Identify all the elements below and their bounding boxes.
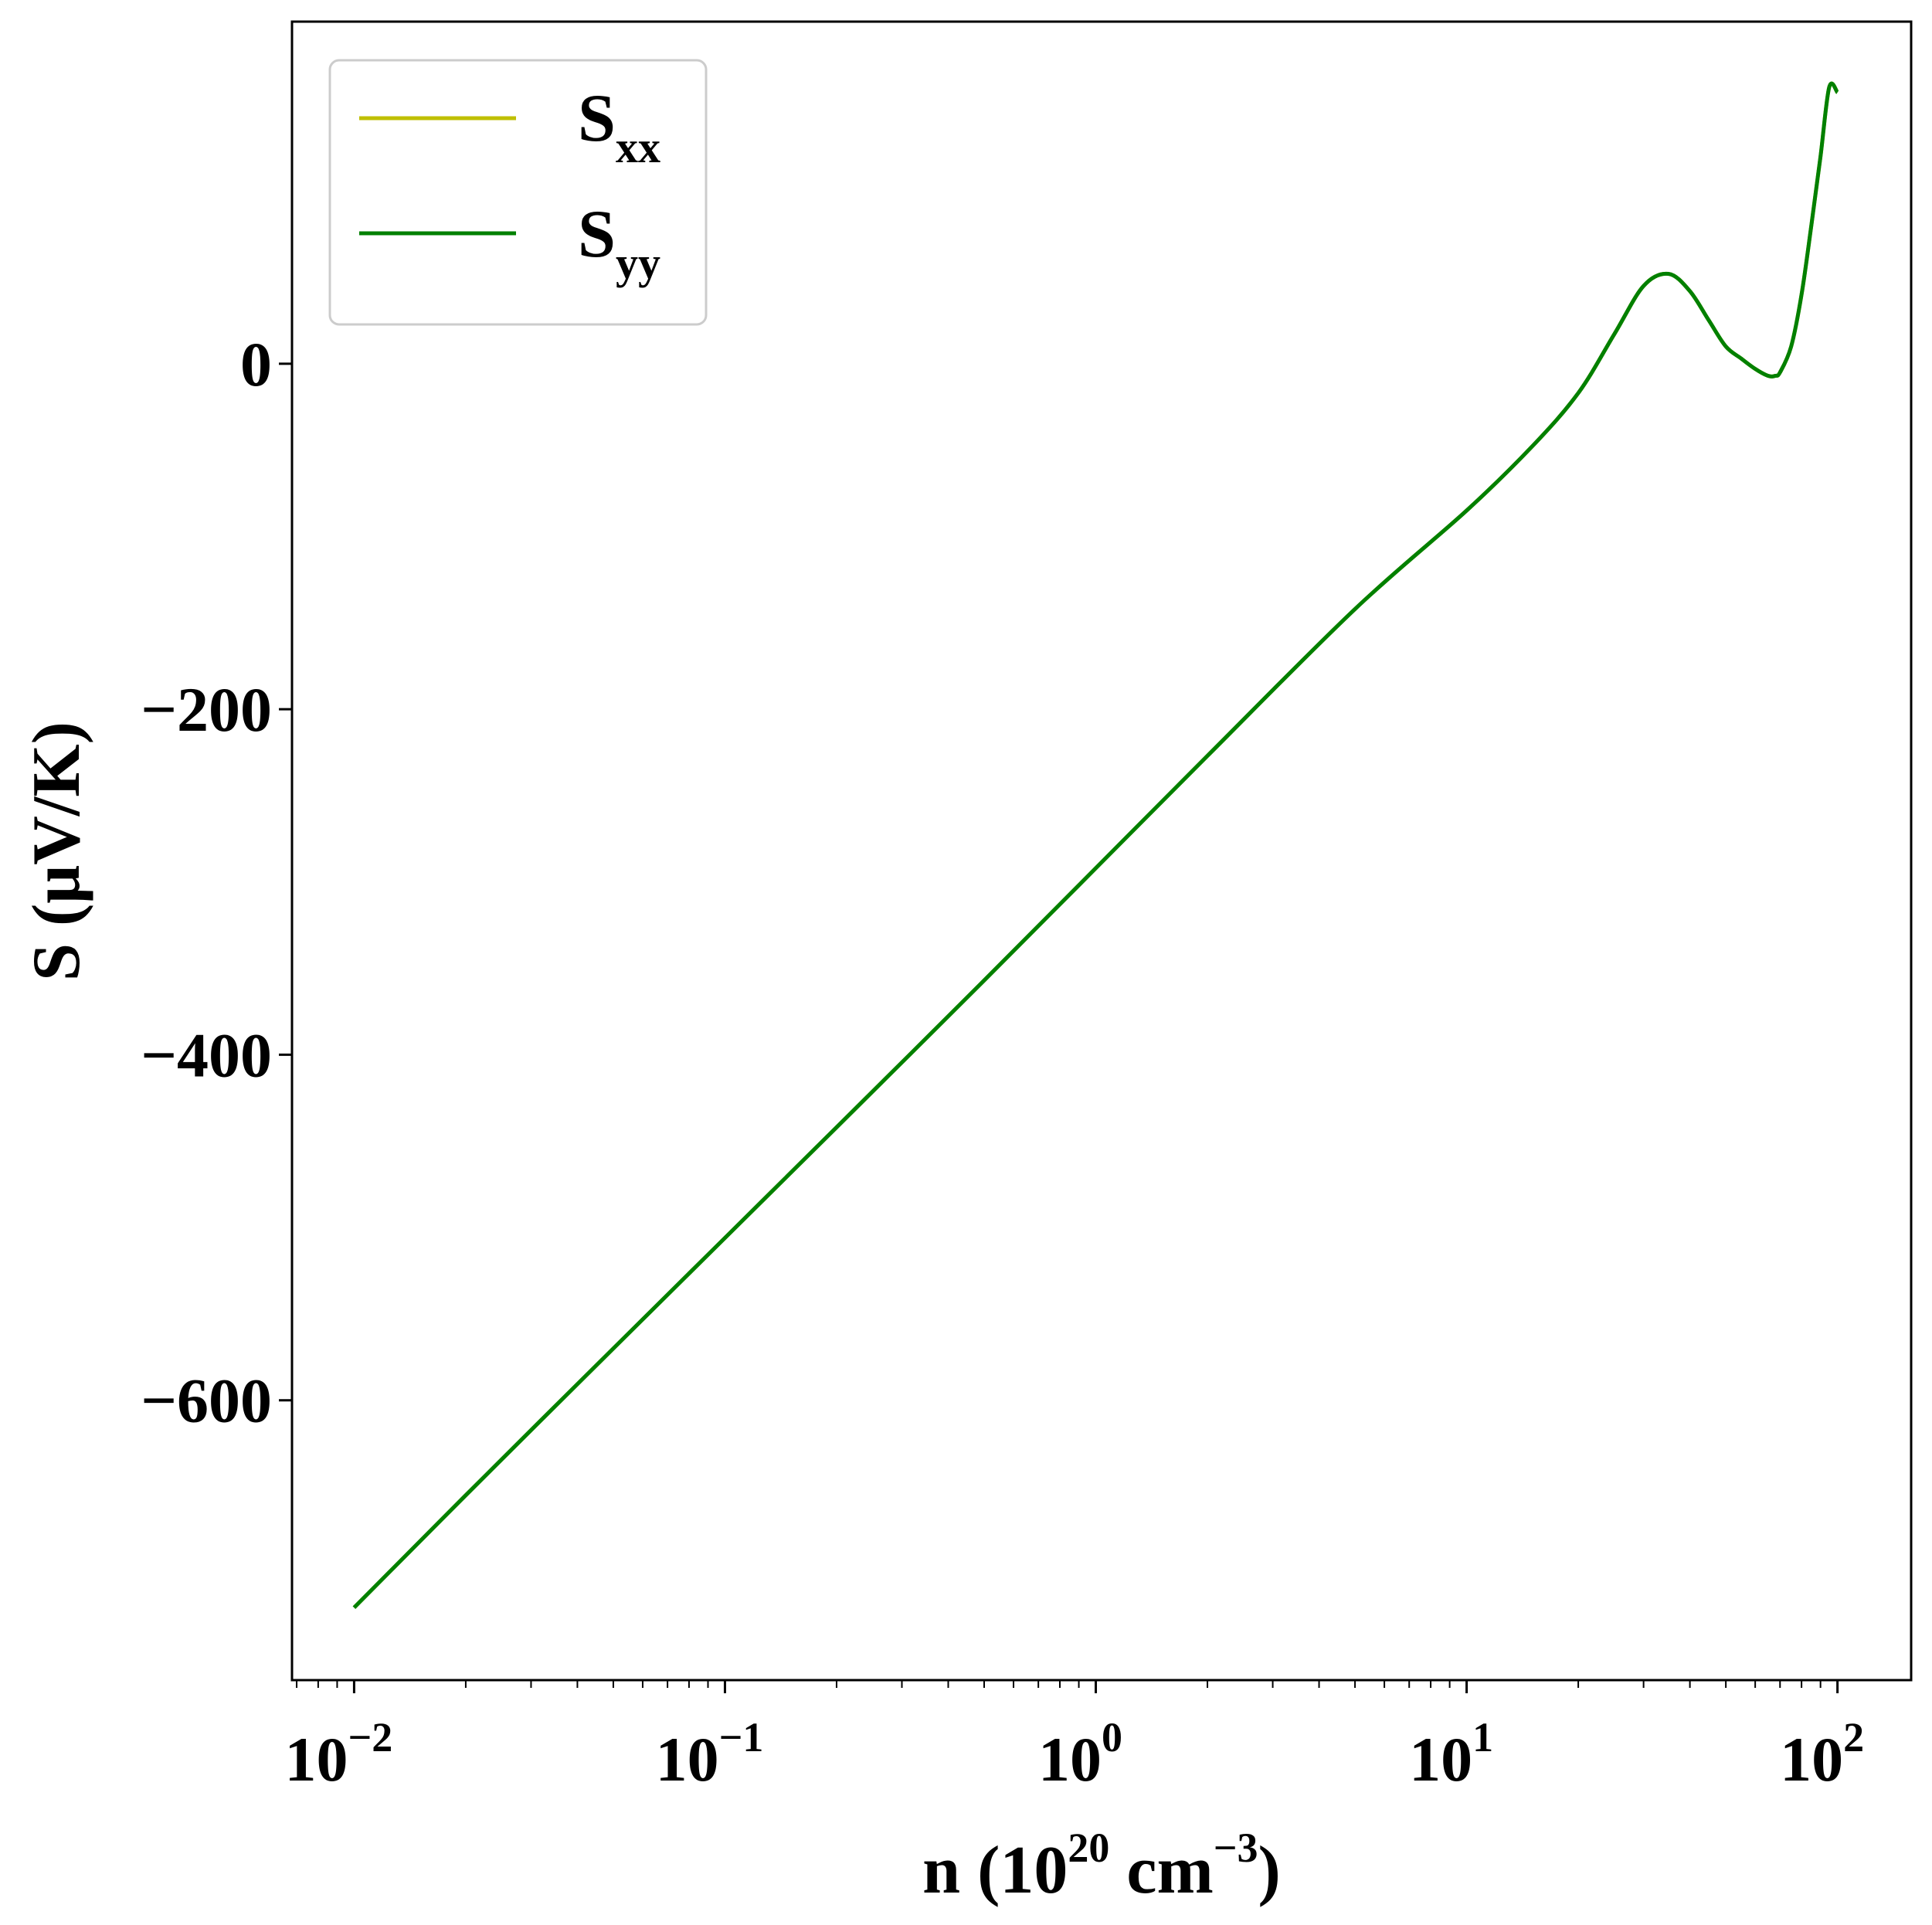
x-tick-label: 102 xyxy=(1780,1714,1864,1794)
y-tick-label: −600 xyxy=(141,1366,272,1436)
x-tick-label: 100 xyxy=(1038,1714,1122,1794)
legend: Sxx Syy xyxy=(328,59,708,326)
y-tick-label: −400 xyxy=(141,1020,272,1090)
x-axis-label-exp1: 20 xyxy=(1068,1825,1109,1871)
x-axis-label-exp2: −3 xyxy=(1214,1825,1258,1871)
x-axis-label-mid: cm xyxy=(1109,1833,1213,1908)
legend-label-syy: Syy xyxy=(578,197,660,288)
x-tick-label: 10−1 xyxy=(656,1714,764,1794)
y-axis-ticks: 0 −200 −400 −600 xyxy=(141,329,292,1436)
x-axis-ticks: 10−2 10−1 100 101 102 xyxy=(285,1680,1864,1794)
legend-frame xyxy=(328,59,708,326)
x-axis-label-end: ) xyxy=(1258,1833,1281,1908)
series-line-yy xyxy=(352,81,1839,1609)
x-axis-label: n (1020 cm−3) xyxy=(922,1825,1281,1908)
series-layer xyxy=(352,81,1839,1609)
y-tick-label: 0 xyxy=(240,329,272,399)
plot-frame xyxy=(290,20,1913,1682)
x-tick-label: 101 xyxy=(1409,1714,1493,1794)
y-axis-label: S (μV/K) xyxy=(19,721,94,981)
x-tick-label: 10−2 xyxy=(285,1714,393,1794)
legend-label-sxx: Sxx xyxy=(578,81,660,172)
y-tick-label: −200 xyxy=(141,674,272,745)
x-axis-label-base: n (10 xyxy=(922,1833,1068,1908)
